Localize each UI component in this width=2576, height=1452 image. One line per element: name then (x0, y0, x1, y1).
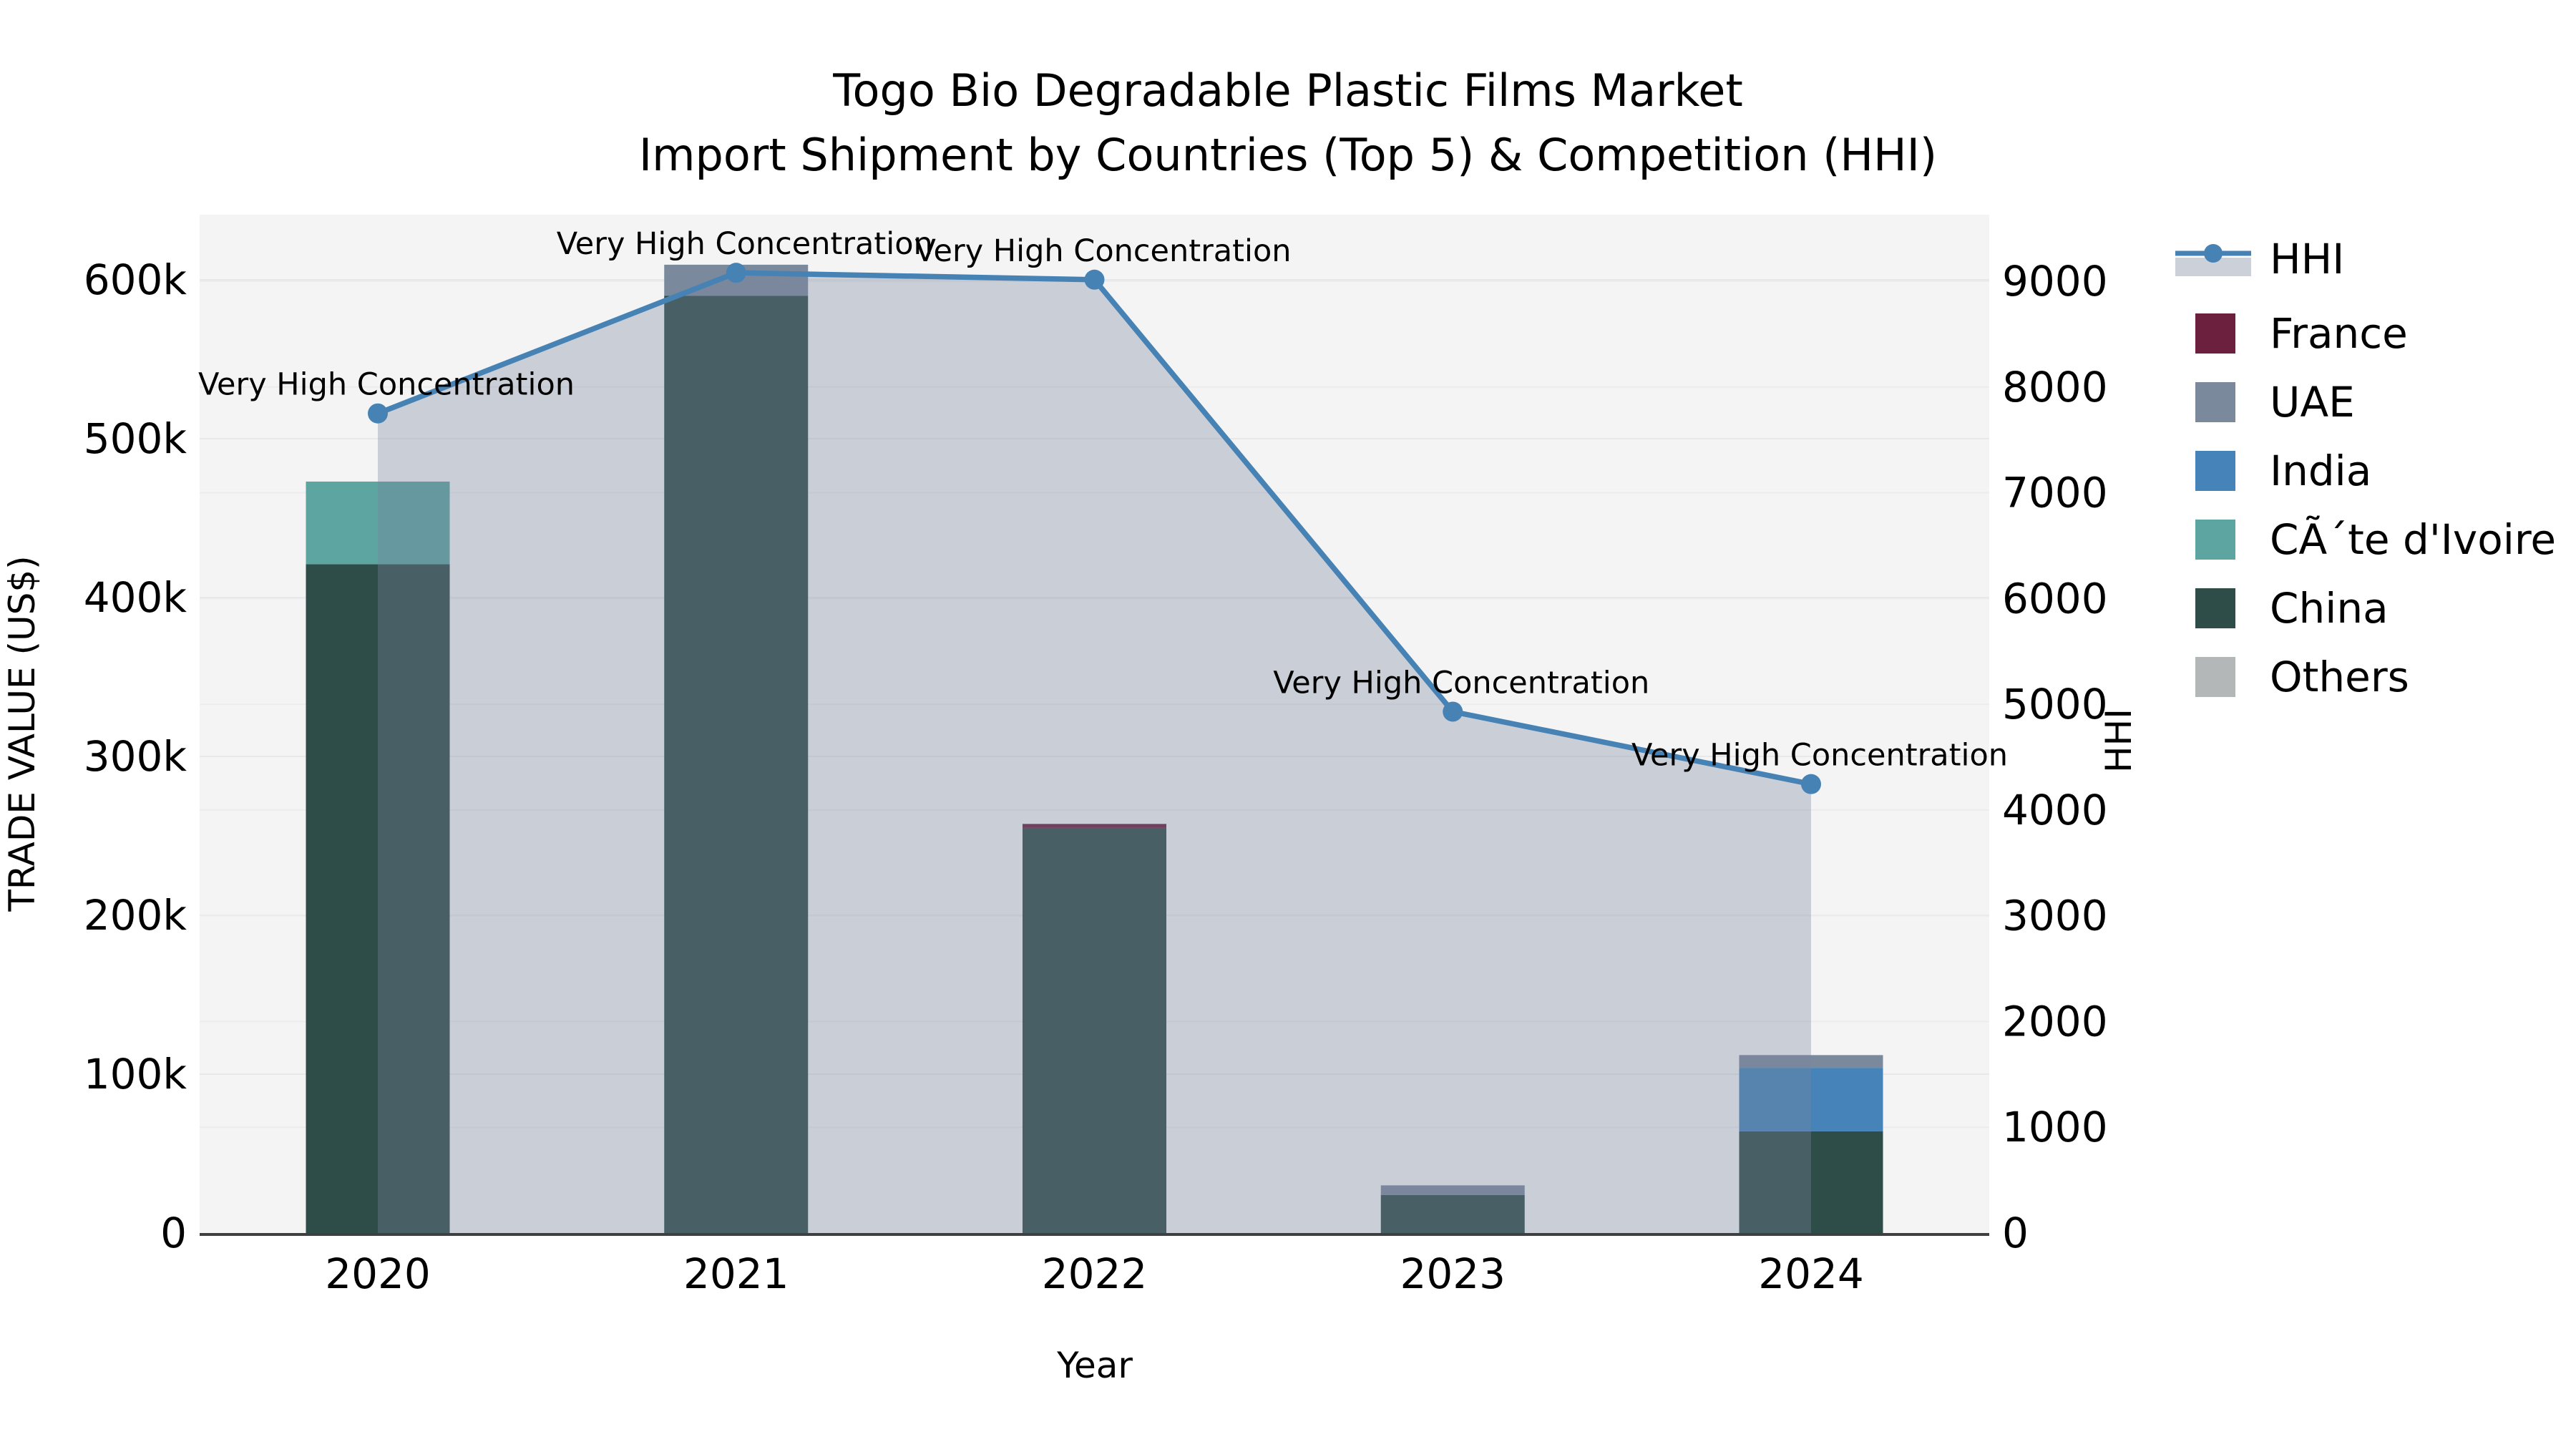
legend-label-Others: Others (2270, 653, 2409, 701)
hhi-marker-2020 (368, 403, 388, 424)
x-tick-label-2024: 2024 (1758, 1249, 1864, 1298)
y-right-tick-label: 6000 (2002, 574, 2108, 623)
annotation-2020: Very High Concentration (198, 367, 575, 403)
legend-label-France: France (2270, 309, 2408, 358)
chart-title-line2: Import Shipment by Countries (Top 5) & C… (639, 129, 1937, 181)
hhi-area-band (378, 273, 1811, 1234)
legend-label-HHI: HHI (2270, 235, 2344, 283)
legend-label-India: India (2270, 447, 2371, 495)
y-right-tick-label: 7000 (2002, 469, 2108, 517)
bar-segment-India-2024 (1739, 1068, 1883, 1131)
x-tick-label-2020: 2020 (325, 1249, 431, 1298)
y-left-tick-label: 100k (84, 1050, 187, 1098)
legend-swatch-CtedIvoire (2195, 520, 2235, 560)
y-right-tick-label: 4000 (2002, 786, 2108, 834)
legend-swatch-UAE (2195, 382, 2235, 422)
annotation-2023: Very High Concentration (1273, 665, 1649, 701)
y-axis-right-title: HHI (2098, 708, 2140, 773)
y-right-tick-label: 9000 (2002, 257, 2108, 306)
x-tick-label-2022: 2022 (1042, 1249, 1148, 1298)
legend-hhi-marker-swatch (2204, 244, 2223, 263)
hhi-marker-2023 (1443, 701, 1463, 722)
hhi-marker-2021 (726, 263, 746, 283)
x-axis-title: Year (1056, 1345, 1133, 1386)
y-right-tick-label: 3000 (2002, 892, 2108, 940)
legend-swatch-China (2195, 588, 2235, 628)
bar-segment-China-2023 (1380, 1194, 1525, 1233)
bar-segment-CtedIvoire-2020 (306, 481, 450, 565)
bar-segment-China-2024 (1739, 1131, 1883, 1233)
y-right-tick-label: 2000 (2002, 997, 2108, 1046)
y-left-tick-label: 200k (84, 891, 187, 940)
legend-swatch-India (2195, 451, 2235, 491)
bar-segment-China-2020 (306, 564, 450, 1233)
y-right-tick-label: 8000 (2002, 363, 2108, 411)
y-left-tick-label: 400k (84, 573, 187, 622)
y-axis-left-title: TRADE VALUE (US$) (1, 555, 43, 912)
y-left-tick-label: 500k (84, 414, 187, 463)
annotation-2022: Very High Concentration (914, 233, 1291, 269)
hhi-marker-2022 (1084, 269, 1105, 290)
y-right-tick-label: 5000 (2002, 680, 2108, 729)
bar-segment-UAE-2024 (1739, 1055, 1883, 1068)
bar-segment-China-2022 (1023, 827, 1166, 1233)
legend-label-CtedIvoire: CÃ´te d'Ivoire (2270, 515, 2556, 564)
chart-title-line1: Togo Bio Degradable Plastic Films Market (832, 64, 1743, 117)
annotation-2021: Very High Concentration (557, 226, 933, 262)
y-left-tick-label: 0 (160, 1209, 187, 1257)
bar-segment-China-2021 (664, 296, 809, 1234)
y-left-tick-label: 300k (84, 732, 187, 781)
bar-segment-France-2022 (1023, 824, 1166, 828)
hhi-marker-2024 (1801, 774, 1821, 794)
legend-swatch-France (2195, 313, 2235, 354)
legend-label-UAE: UAE (2270, 378, 2355, 427)
y-right-tick-label: 1000 (2002, 1103, 2108, 1151)
y-right-tick-label: 0 (2002, 1209, 2029, 1257)
legend-swatch-Others (2195, 657, 2235, 697)
x-tick-label-2023: 2023 (1400, 1249, 1506, 1298)
x-tick-label-2021: 2021 (683, 1249, 789, 1298)
bar-segment-UAE-2023 (1380, 1185, 1525, 1195)
annotation-2024: Very High Concentration (1631, 738, 2008, 774)
legend-label-China: China (2270, 584, 2389, 633)
y-left-tick-label: 600k (84, 255, 187, 304)
